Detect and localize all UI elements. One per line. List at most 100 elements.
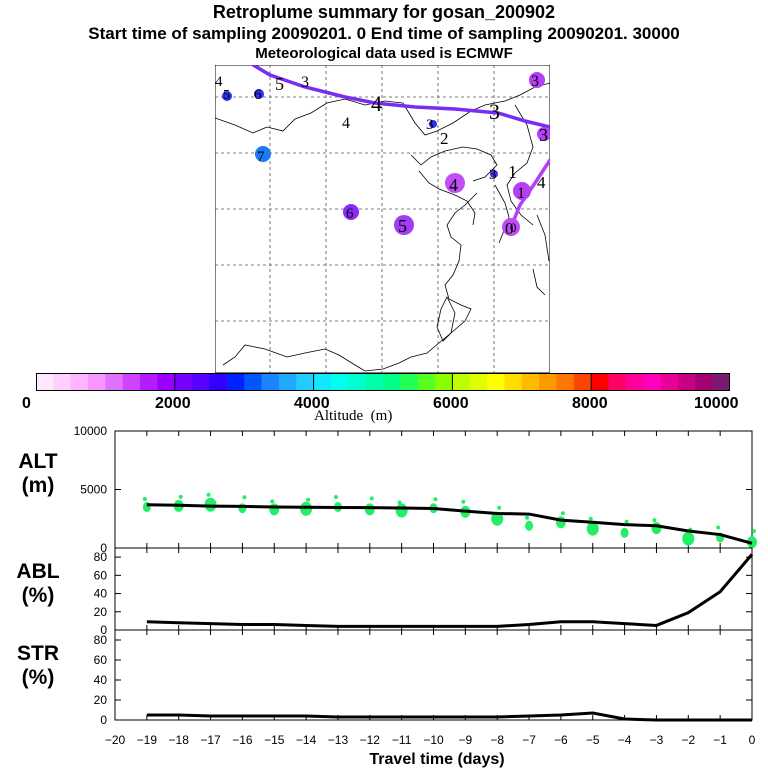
x-tick-label: −1 (713, 733, 727, 747)
colorbar-cells (36, 373, 730, 391)
plume-cluster-marker (222, 91, 232, 101)
colorbar-cell (209, 373, 228, 391)
x-tick-label: −18 (169, 733, 190, 747)
x-tick-label: −12 (360, 733, 381, 747)
plume-cluster-marker (502, 218, 520, 236)
colorbar-cell (417, 373, 436, 391)
colorbar-cell (643, 373, 661, 391)
colorbar-cell (53, 373, 72, 391)
colorbar-cell (695, 373, 714, 391)
colorbar-cell (660, 373, 679, 391)
colorbar-cell (625, 373, 644, 391)
particle-cluster (588, 516, 593, 521)
plume-cluster-marker (513, 182, 531, 200)
colorbar-cell (435, 373, 453, 391)
day-label: 4 (449, 175, 458, 195)
panel-label: ABL (16, 560, 59, 583)
y-tick-label: 80 (94, 633, 108, 647)
meteo-data-line: Meteorological data used is ECMWF (255, 45, 513, 62)
cbar-tick-label: 2000 (155, 395, 191, 412)
particle-cluster (300, 501, 313, 516)
colorbar-cell (296, 373, 314, 391)
particle-cluster (206, 492, 211, 497)
particle-cluster (652, 518, 657, 523)
colorbar-cell (556, 373, 575, 391)
colorbar-frame (36, 373, 730, 391)
y-tick-label: 20 (94, 693, 108, 707)
trajectory-path-main (249, 65, 550, 129)
x-tick-label: −16 (232, 733, 253, 747)
colorbar-cell (88, 373, 106, 391)
series-line-str (146, 711, 752, 722)
x-tick-label: −17 (200, 733, 221, 747)
particle-cluster (333, 495, 338, 500)
day-label: 4 (215, 74, 223, 90)
colorbar-cell (487, 373, 505, 391)
colorbar-cell (36, 373, 54, 391)
plume-cluster-marker (490, 170, 498, 178)
plume-cluster-marker (255, 146, 271, 162)
plume-cluster-marker (343, 204, 359, 220)
day-label: 2 (440, 129, 449, 148)
day-label: 6 (346, 206, 354, 222)
particle-cluster (752, 529, 756, 534)
particle-cluster (491, 511, 504, 526)
particle-cluster (142, 497, 147, 502)
particle-cluster (624, 519, 629, 524)
colorbar-cell (105, 373, 124, 391)
panel-label: (m) (22, 474, 55, 497)
colorbar-cell (452, 373, 471, 391)
particle-cluster (716, 525, 721, 530)
x-tick-label: 0 (749, 733, 756, 747)
particle-cluster (397, 500, 402, 505)
colorbar-cell (157, 373, 176, 391)
y-tick-label: 0 (100, 623, 107, 637)
colorbar-cell (192, 373, 210, 391)
colorbar-cell (261, 373, 280, 391)
colorbar-cell (608, 373, 627, 391)
day-label: 3 (489, 99, 500, 124)
panel-label: STR (17, 642, 59, 665)
particle-cluster (270, 499, 275, 504)
cbar-tick-label: 0 (22, 395, 31, 412)
particle-cluster (525, 520, 534, 531)
colorbar-cell (244, 373, 262, 391)
colorbar-cell (591, 373, 609, 391)
x-tick-label: −6 (554, 733, 568, 747)
day-label: 5 (223, 88, 230, 103)
y-tick-label: 0 (100, 541, 107, 555)
particle-cluster (306, 497, 311, 502)
particle-cluster (269, 503, 280, 516)
plume-cluster-marker (394, 215, 414, 235)
colorbar-cell (521, 373, 540, 391)
x-tick-label: −11 (392, 733, 412, 747)
colorbar-cell (140, 373, 158, 391)
plume-cluster-marker (529, 72, 545, 88)
y-tick-label: 40 (94, 587, 108, 601)
x-tick-label: −20 (105, 733, 126, 747)
day-label: 3 (539, 125, 548, 145)
day-label: 7 (257, 149, 265, 165)
colorbar-cell (313, 373, 332, 391)
plume-cluster-marker (254, 89, 264, 99)
cbar-tick-label: 6000 (433, 395, 469, 412)
cbar-tick-label: 8000 (572, 395, 608, 412)
x-tick-label: −3 (650, 733, 664, 747)
day-label: 5 (398, 216, 407, 236)
x-axis-label: Travel time (days) (369, 751, 504, 768)
time-series-panels: ALT(m)0500010000ABL(%)020406080STR(%)020… (16, 424, 757, 768)
colorbar-cell (712, 373, 730, 391)
sampling-time-line: Start time of sampling 20090201. 0 End t… (88, 24, 680, 43)
x-tick-label: −19 (137, 733, 158, 747)
series-line-mean-altitude (146, 503, 753, 545)
y-tick-label: 0 (100, 713, 107, 727)
day-label: 0 (505, 219, 514, 238)
y-tick-label: 10000 (74, 424, 108, 438)
day-label: 6 (254, 87, 262, 103)
colorbar-cell (365, 373, 384, 391)
day-label: 3 (426, 117, 434, 133)
x-tick-label: −14 (296, 733, 317, 747)
particle-cluster (586, 521, 599, 536)
colorbar-cell (330, 373, 349, 391)
day-label: 4 (371, 91, 382, 116)
